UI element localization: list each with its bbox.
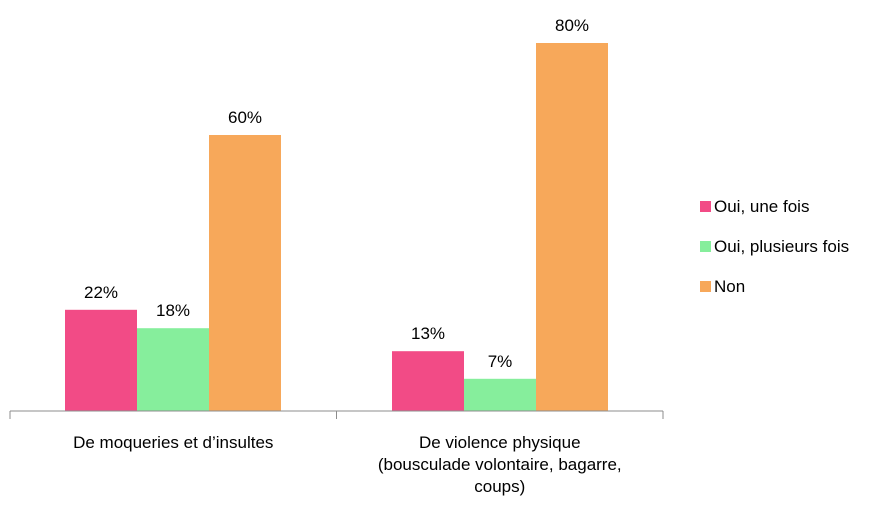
legend-swatch [700,241,711,252]
value-label: 7% [488,352,513,371]
legend-swatch [700,201,711,212]
value-label: 13% [411,324,445,343]
category-label: coups) [474,477,525,496]
bar-2-series-1 [392,351,464,411]
bar-1-series-3 [209,135,281,411]
bar-2-series-2 [464,378,536,411]
category-label: (bousculade volontaire, bagarre, [378,455,622,474]
bar-1-series-1 [65,309,137,411]
value-labels-layer: 22% 13% 18% 7% 60% 80% [84,16,589,371]
legend-label: Non [714,277,745,296]
legend-label: Oui, une fois [714,197,809,216]
bar-2-series-3 [536,43,608,411]
bars-layer [65,43,608,411]
category-label: De moqueries et d’insultes [73,433,273,452]
value-label: 22% [84,283,118,302]
x-axis [9,410,664,419]
value-label: 80% [555,16,589,35]
value-label: 18% [156,301,190,320]
category-label: De violence physique [419,433,581,452]
bar-1-series-2 [137,328,209,411]
legend-label: Oui, plusieurs fois [714,237,849,256]
value-label: 60% [228,108,262,127]
legend-swatch [700,281,711,292]
legend: Oui, une fois Oui, plusieurs fois Non [700,197,849,296]
category-labels-layer: De moqueries et d’insultes De violence ph… [73,433,622,496]
